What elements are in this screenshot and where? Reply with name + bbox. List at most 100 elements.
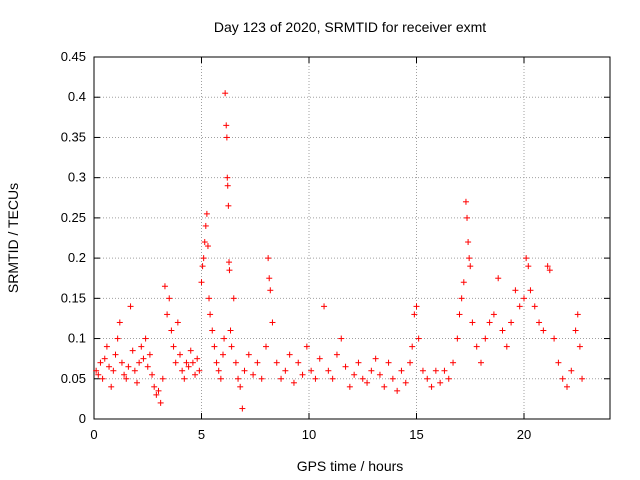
data-point: [206, 295, 213, 302]
data-point: [226, 267, 233, 274]
y-axis-label: SRMTID / TECUs: [5, 183, 21, 293]
data-point: [118, 359, 125, 366]
data-point: [146, 351, 153, 358]
data-point: [155, 387, 162, 394]
data-point: [225, 202, 232, 209]
grid-lines: [94, 57, 610, 419]
data-point: [368, 367, 375, 374]
data-point: [95, 371, 102, 378]
data-point: [106, 363, 113, 370]
data-point: [125, 363, 132, 370]
x-tick-label: 0: [90, 427, 97, 442]
data-point: [267, 287, 274, 294]
data-point: [551, 335, 558, 342]
data-point: [441, 367, 448, 374]
data-point: [199, 263, 206, 270]
data-point: [445, 375, 452, 382]
data-point: [525, 263, 532, 270]
data-point: [254, 359, 261, 366]
data-point: [572, 327, 579, 334]
x-axis-label: GPS time / hours: [297, 458, 404, 474]
data-point: [166, 295, 173, 302]
data-point: [245, 351, 252, 358]
data-point: [179, 367, 186, 374]
data-point: [170, 343, 177, 350]
data-point: [129, 347, 136, 354]
data-point: [464, 214, 471, 221]
data-point: [415, 335, 422, 342]
data-point: [462, 198, 469, 205]
y-tick-label: 0: [79, 411, 86, 426]
data-point: [290, 379, 297, 386]
x-tick-label: 10: [302, 427, 316, 442]
data-point: [223, 134, 230, 141]
data-point: [239, 405, 246, 412]
data-point: [424, 375, 431, 382]
y-tick-label: 0.45: [61, 49, 86, 64]
data-point: [398, 367, 405, 374]
data-point: [103, 343, 110, 350]
data-point: [221, 335, 228, 342]
data-point: [325, 367, 332, 374]
data-point: [209, 327, 216, 334]
data-point: [230, 295, 237, 302]
data-point: [196, 367, 203, 374]
data-point: [224, 174, 231, 181]
data-point: [227, 327, 234, 334]
data-point: [338, 335, 345, 342]
data-point: [568, 367, 575, 374]
data-point: [198, 279, 205, 286]
data-point: [174, 319, 181, 326]
data-point: [215, 367, 222, 374]
data-point: [226, 259, 233, 266]
data-point: [110, 367, 117, 374]
data-point: [265, 255, 272, 262]
data-point: [437, 379, 444, 386]
data-point: [217, 375, 224, 382]
data-point: [194, 355, 201, 362]
data-point: [564, 383, 570, 390]
data-point: [295, 359, 302, 366]
data-point: [273, 359, 280, 366]
data-point: [546, 267, 553, 274]
data-point: [579, 375, 586, 382]
data-point: [220, 351, 226, 358]
data-point: [185, 363, 192, 370]
data-point: [172, 359, 179, 366]
data-point: [204, 243, 211, 250]
data-point: [333, 351, 340, 358]
data-point: [321, 303, 328, 310]
data-point: [222, 90, 229, 97]
data-point: [402, 379, 409, 386]
data-point: [413, 303, 420, 310]
data-point: [555, 359, 562, 366]
data-point: [157, 399, 164, 406]
data-point: [409, 343, 416, 350]
data-point: [499, 327, 506, 334]
data-point: [299, 371, 306, 378]
data-point: [269, 319, 276, 326]
data-point: [372, 355, 379, 362]
y-tick-label: 0.15: [61, 290, 86, 305]
data-point: [151, 383, 158, 390]
data-point: [486, 319, 493, 326]
data-point: [523, 255, 530, 262]
data-point: [286, 351, 293, 358]
x-tick-label: 20: [517, 427, 531, 442]
data-point: [237, 383, 244, 390]
y-axis: 0 0.05 0.1 0.15 0.2 0.25 0.3 0.35 0.4 0.45: [61, 49, 610, 426]
data-point: [213, 359, 220, 366]
data-point: [99, 375, 106, 382]
data-point: [136, 359, 143, 366]
data-point: [407, 359, 414, 366]
y-tick-label: 0.35: [61, 129, 86, 144]
data-point: [93, 367, 100, 374]
y-tick-label: 0.4: [68, 89, 86, 104]
data-point: [389, 375, 396, 382]
data-point: [177, 351, 183, 358]
data-point: [456, 311, 463, 318]
y-tick-label: 0.05: [61, 371, 86, 386]
data-point: [121, 371, 128, 378]
data-point: [473, 343, 480, 350]
data-point: [112, 351, 119, 358]
